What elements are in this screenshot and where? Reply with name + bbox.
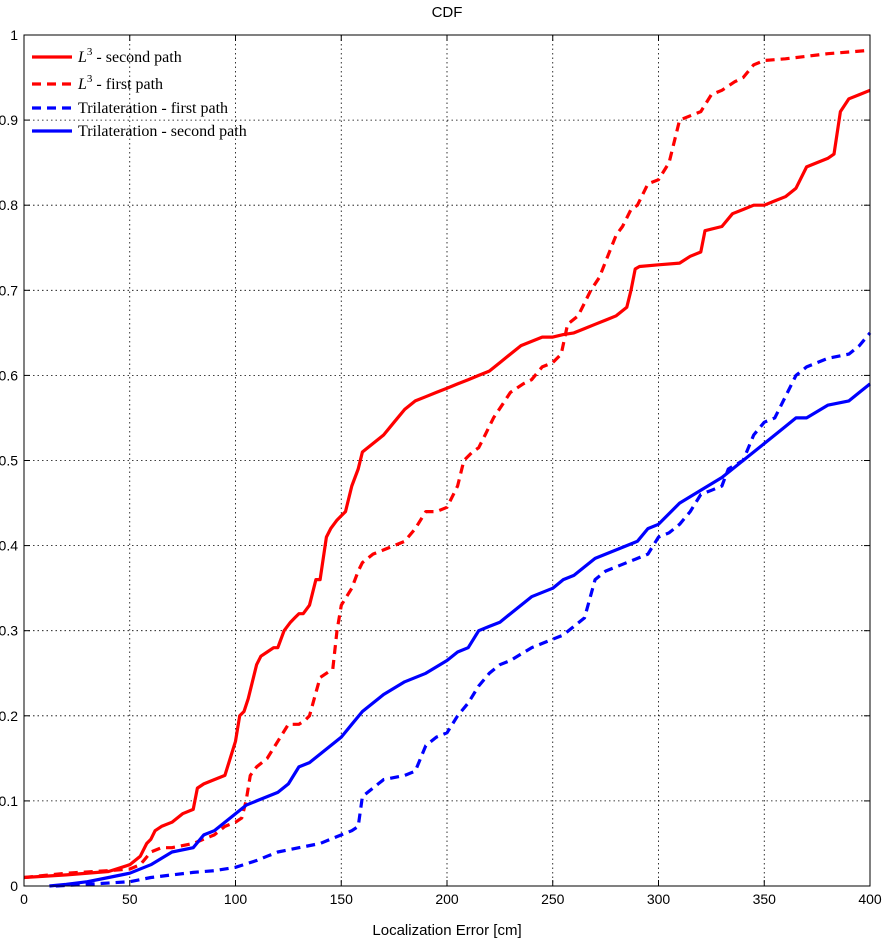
x-tick-label: 250	[541, 891, 565, 907]
y-tick-label: 0.8	[0, 197, 18, 213]
legend-label-superscript: 3	[87, 73, 93, 85]
x-axis-label: Localization Error [cm]	[372, 922, 521, 939]
y-tick-label: 0.5	[0, 453, 18, 469]
legend-label-main: L	[77, 76, 87, 93]
y-tick-label: 0.2	[0, 708, 18, 724]
grid-lines	[24, 35, 870, 886]
series-line-3	[55, 331, 872, 888]
data-series	[23, 48, 872, 888]
x-tick-label: 150	[330, 891, 354, 907]
series-line-1	[23, 88, 871, 880]
y-tick-label: 0.4	[0, 538, 18, 554]
chart-title: CDF	[432, 4, 463, 21]
x-tick-label: 0	[20, 891, 28, 907]
legend-label: Trilateration - second path	[78, 123, 247, 140]
y-tick-label: 0.7	[0, 282, 18, 298]
legend-label-main: L	[77, 49, 87, 66]
x-tick-label: 400	[858, 891, 882, 907]
legend-label-rest: - first path	[92, 76, 163, 93]
legend-label: L3 - first path	[77, 73, 163, 93]
y-tick-label: 0.6	[0, 367, 18, 383]
x-tick-label: 350	[753, 891, 777, 907]
x-tick-label: 300	[647, 891, 671, 907]
x-tick-label: 200	[435, 891, 459, 907]
series-line-4	[49, 382, 872, 888]
legend-label-rest: - second path	[92, 49, 181, 66]
legend-label: Trilateration - first path	[78, 100, 228, 117]
y-tick-label: 1	[10, 27, 18, 43]
y-tick-label: 0	[10, 878, 18, 894]
x-tick-label: 100	[224, 891, 248, 907]
y-tick-label: 0.9	[0, 112, 18, 128]
y-tick-label: 0.1	[0, 793, 18, 809]
y-tick-label: 0.3	[0, 623, 18, 639]
legend-label: L3 - second path	[77, 46, 182, 66]
axis-ticks: 0 50 100 150 200 250 300 350 400 0 0.1 0.2 0.3 0.4 0.5…	[0, 27, 882, 907]
legend-label-superscript: 3	[87, 46, 93, 58]
x-tick-label: 50	[122, 891, 138, 907]
